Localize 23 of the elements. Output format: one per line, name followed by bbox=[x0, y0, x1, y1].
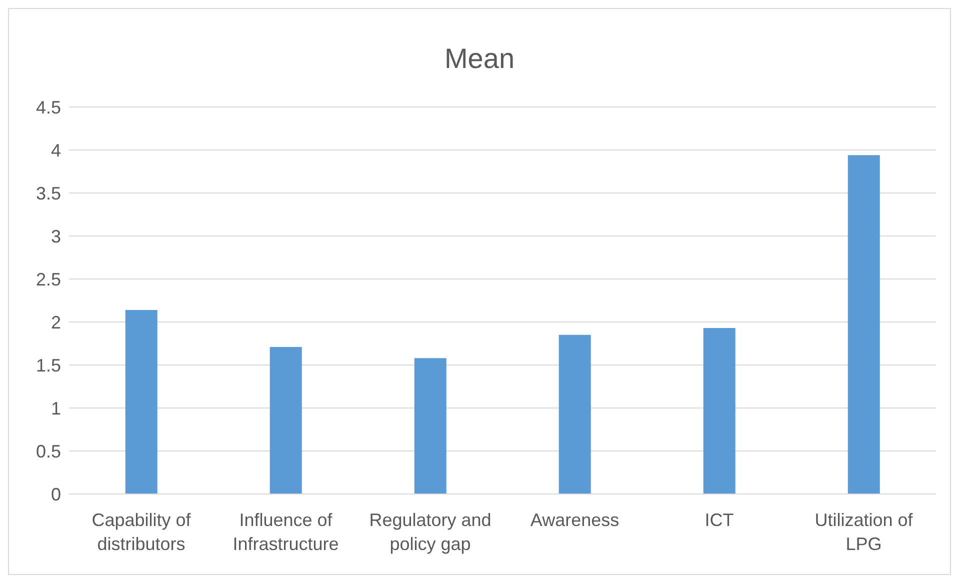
bar bbox=[270, 346, 302, 494]
x-tick-label: ICT bbox=[704, 510, 734, 530]
x-tick-label: Influence of Infrastructure bbox=[232, 510, 339, 554]
y-tick-label: 3 bbox=[50, 226, 61, 246]
y-tick-label: 1 bbox=[50, 398, 61, 418]
y-tick-label: 2.5 bbox=[36, 269, 61, 290]
y-tick-label: 3.5 bbox=[36, 183, 61, 204]
bar bbox=[703, 328, 736, 494]
y-tick-label: 0.5 bbox=[36, 441, 61, 462]
y-tick-label: 2 bbox=[50, 312, 61, 332]
y-tick-label: 4 bbox=[50, 140, 61, 160]
y-tick-label: 4.5 bbox=[36, 97, 61, 118]
y-tick-label: 1.5 bbox=[36, 355, 61, 376]
bar bbox=[848, 155, 880, 494]
x-tick-label: Awareness bbox=[530, 510, 620, 530]
y-tick-label: 0 bbox=[50, 484, 61, 504]
chart-title: Mean bbox=[443, 43, 516, 75]
x-tick-label: Utilization of LPG bbox=[814, 510, 914, 554]
x-tick-label: Regulatory and policy gap bbox=[369, 510, 492, 554]
bar bbox=[414, 358, 446, 494]
bar bbox=[125, 310, 158, 494]
bar bbox=[558, 334, 591, 494]
x-tick-label: Capability of distributors bbox=[92, 510, 192, 554]
